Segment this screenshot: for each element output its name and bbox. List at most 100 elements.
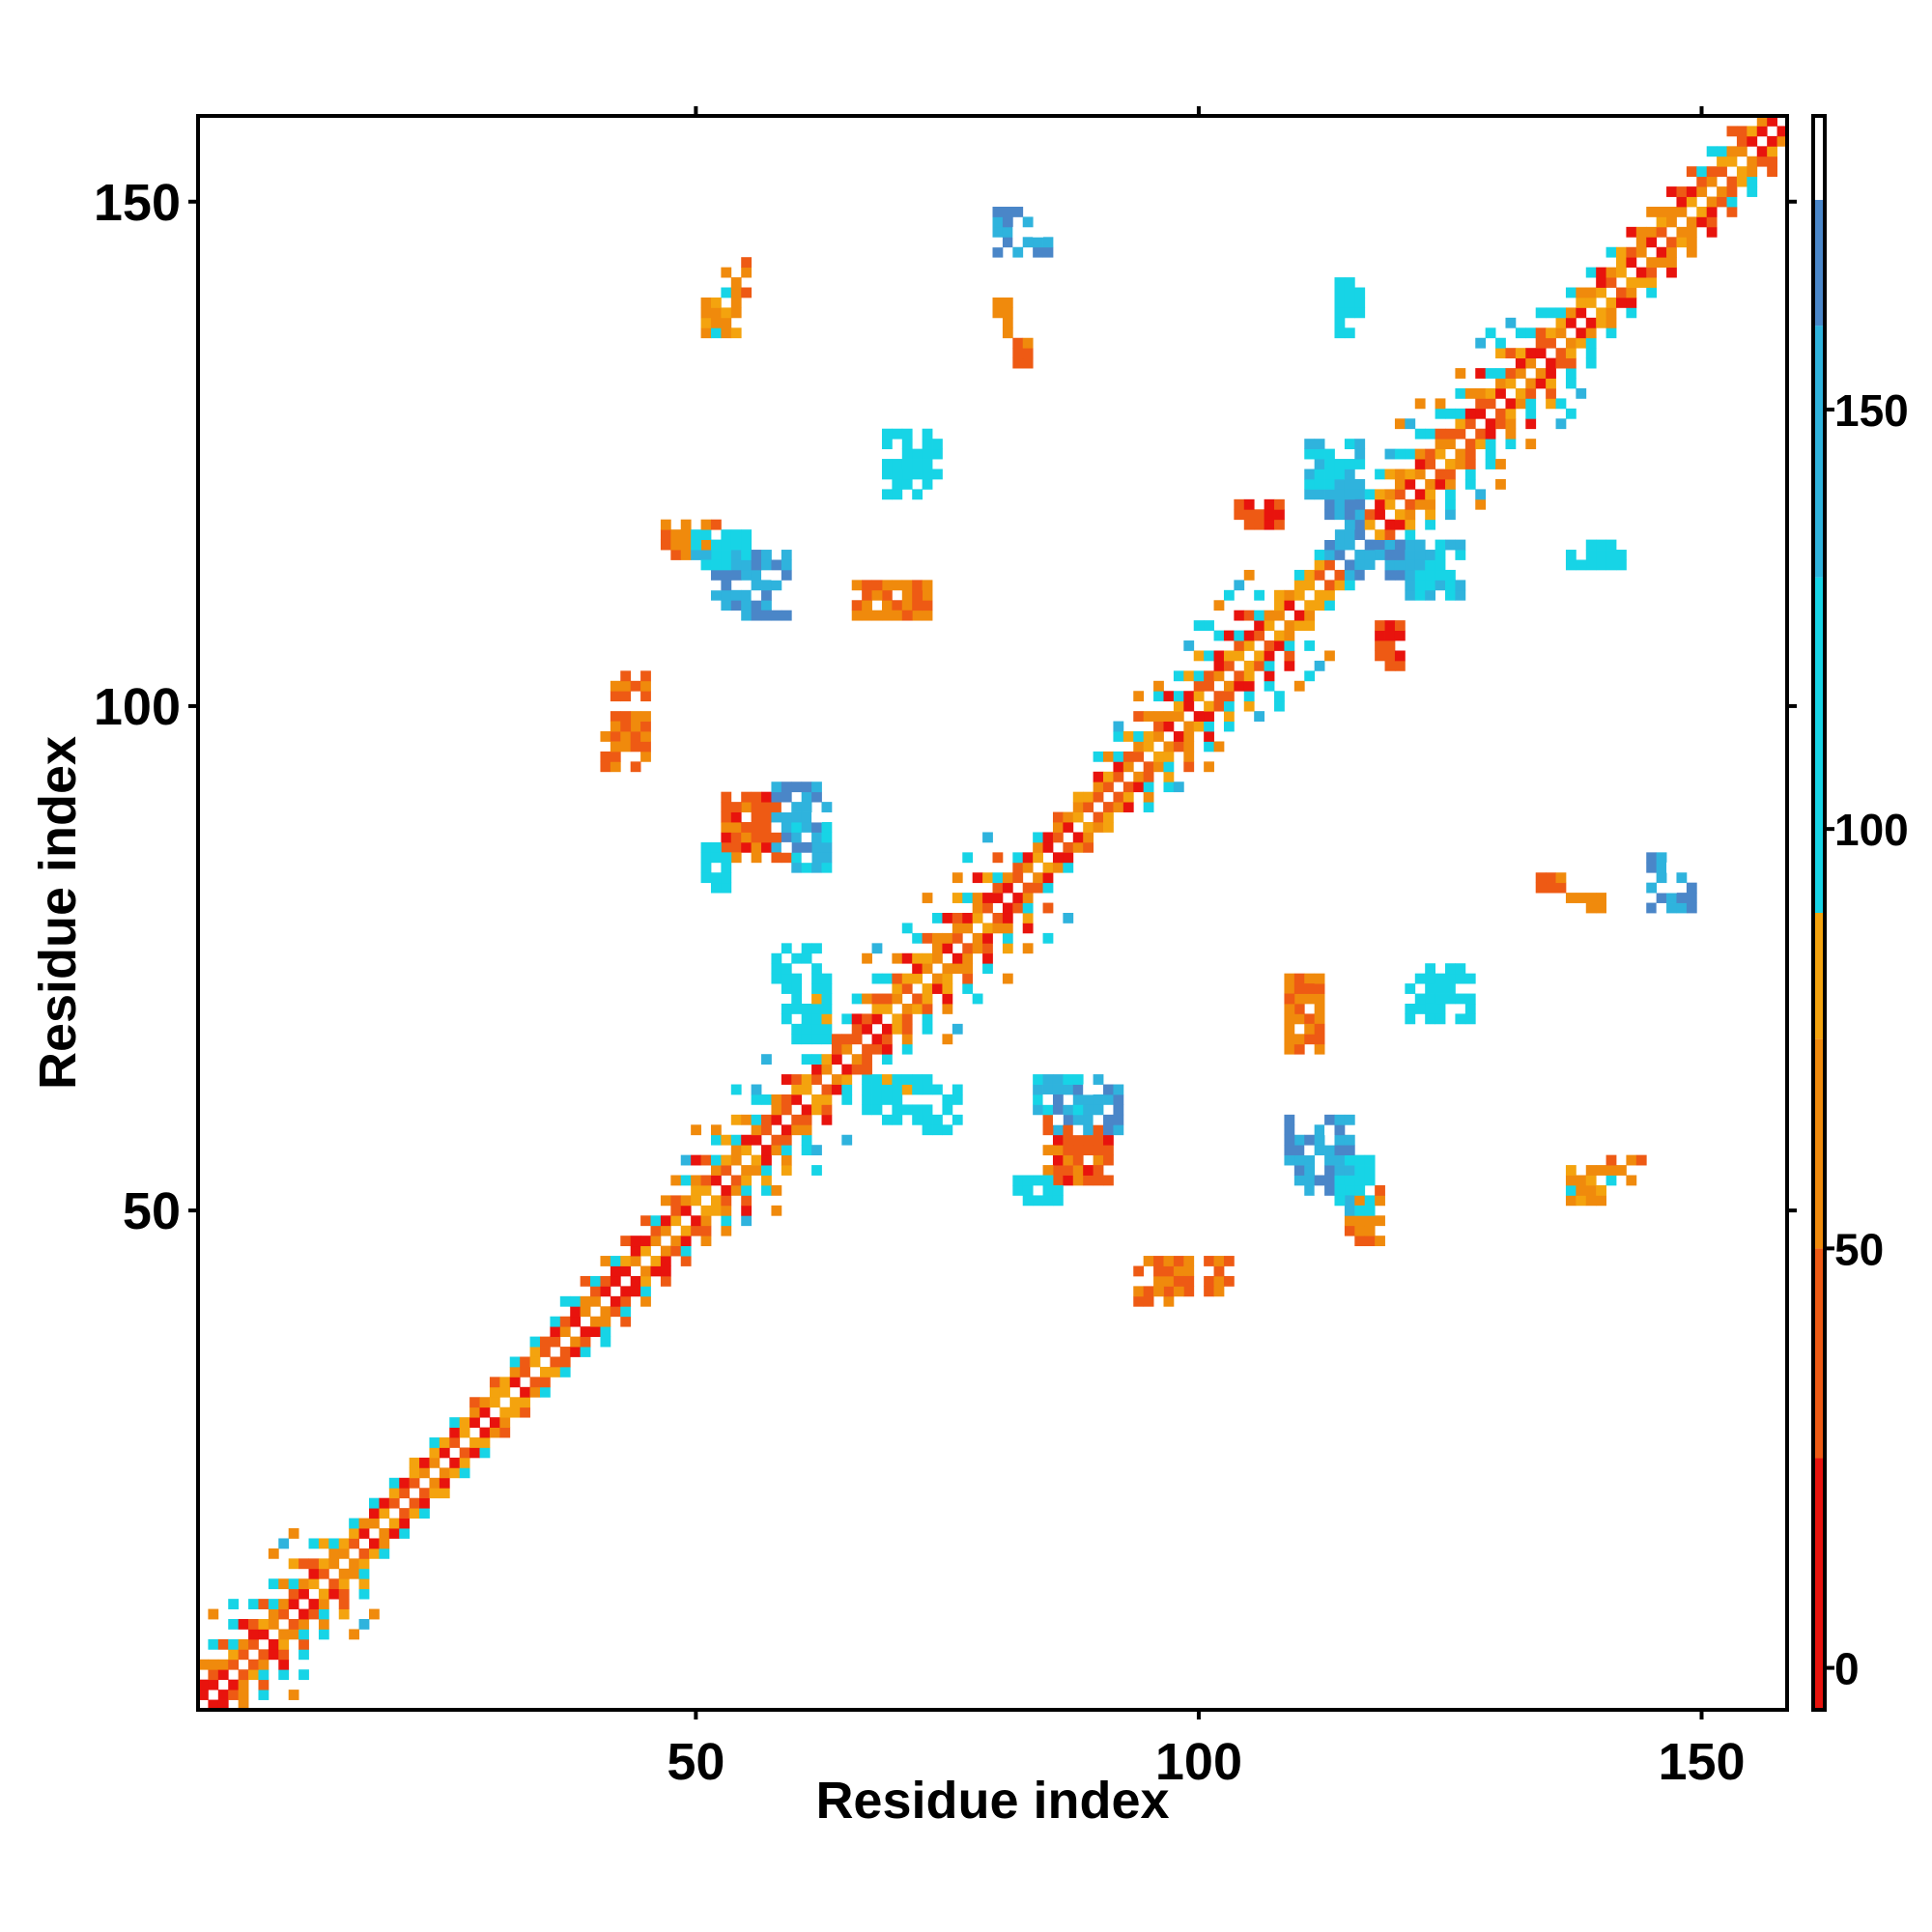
contact-cell — [1254, 509, 1265, 521]
contact-cell — [1223, 1256, 1235, 1266]
contact-cell — [439, 1467, 450, 1479]
contact-cell — [650, 1225, 662, 1236]
contact-cell — [791, 1124, 803, 1136]
contact-cell — [620, 741, 632, 753]
contact-cell — [1405, 469, 1416, 480]
contact-cell — [1726, 146, 1738, 157]
contact-cell — [1264, 650, 1275, 662]
contact-cell — [710, 307, 722, 319]
contact-cell — [811, 1074, 822, 1085]
contact-cell — [1375, 539, 1385, 551]
contact-cell — [539, 1377, 551, 1388]
contact-cell — [1344, 1184, 1355, 1196]
contact-cell — [1042, 246, 1054, 258]
contact-cell — [1153, 1265, 1164, 1277]
contact-cell — [1585, 1165, 1597, 1176]
contact-cell — [1495, 387, 1506, 399]
contact-cell — [1063, 1175, 1074, 1186]
contact-cell — [520, 1356, 530, 1368]
contact-cell — [1394, 489, 1406, 500]
contact-cell — [691, 1215, 701, 1227]
contact-cell — [892, 1074, 903, 1085]
contact-cell — [1676, 872, 1688, 884]
contact-cell — [1002, 882, 1013, 894]
contact-cell — [529, 1347, 541, 1357]
contact-cell — [600, 1256, 611, 1266]
contact-cell — [680, 1256, 692, 1266]
contact-cell — [710, 882, 722, 894]
contact-cell — [1204, 731, 1214, 742]
contact-cell — [308, 1558, 320, 1570]
contact-cell — [1435, 448, 1446, 460]
contact-cell — [1394, 509, 1406, 521]
contact-cell — [691, 1175, 701, 1186]
contact-cell — [1435, 983, 1446, 994]
contact-cell — [721, 1165, 732, 1176]
contact-cell — [1083, 1175, 1094, 1186]
contact-cell — [1042, 1175, 1054, 1186]
contact-cell — [338, 1599, 350, 1609]
contact-cell — [781, 1003, 792, 1014]
contact-cell — [1626, 297, 1637, 308]
contact-cell — [1666, 257, 1677, 269]
contact-cell — [1555, 348, 1567, 359]
contact-cell — [962, 913, 974, 923]
contact-cell — [972, 872, 983, 884]
contact-cell — [1726, 156, 1738, 167]
contact-cell — [1546, 398, 1556, 410]
contact-cell — [851, 610, 863, 621]
contact-cell — [781, 1154, 792, 1166]
contact-cell — [1264, 680, 1275, 692]
contact-cell — [1546, 337, 1556, 349]
contact-cell — [680, 1175, 692, 1186]
contact-cell — [1464, 1003, 1476, 1014]
contact-cell — [1696, 206, 1708, 217]
contact-cell — [1425, 478, 1435, 490]
contact-cell — [1274, 610, 1285, 621]
contact-cell — [801, 1084, 812, 1095]
contact-cell — [801, 1034, 812, 1045]
contact-cell — [1515, 348, 1526, 359]
contact-cell — [1495, 459, 1506, 469]
contact-cell — [630, 680, 641, 692]
contact-cell — [1585, 1175, 1597, 1186]
contact-cell — [741, 1165, 753, 1176]
contact-cell — [338, 1548, 350, 1559]
contact-cell — [1234, 680, 1245, 692]
contact-cell — [1234, 630, 1245, 641]
contact-cell — [1384, 650, 1396, 662]
contact-cell — [901, 478, 913, 490]
contact-cell — [811, 822, 822, 833]
contact-cell — [529, 1356, 541, 1368]
contact-cell — [1033, 237, 1043, 248]
contact-cell — [288, 1629, 299, 1640]
contact-cell — [1243, 519, 1255, 530]
contact-cell — [871, 589, 883, 601]
contact-cell — [1012, 852, 1024, 864]
contact-cell — [1585, 1184, 1597, 1196]
contact-cell — [1646, 277, 1658, 288]
contact-cell — [1052, 1124, 1064, 1136]
contact-cell — [1535, 378, 1547, 389]
contact-cell — [1213, 691, 1225, 702]
contact-cell — [952, 913, 963, 923]
contact-cell — [1324, 539, 1335, 551]
contact-cell — [1002, 902, 1013, 914]
contact-cell — [1414, 993, 1426, 1005]
contact-cell — [721, 589, 732, 601]
y-tick-label: 50 — [123, 1182, 181, 1240]
contact-cell — [1324, 498, 1335, 510]
contact-cell — [1747, 126, 1758, 137]
contact-cell — [1576, 387, 1587, 399]
contact-cell — [1143, 802, 1154, 812]
contact-cell — [922, 993, 933, 1005]
contact-cell — [791, 832, 803, 843]
contact-cell — [1405, 1003, 1416, 1014]
contact-cell — [1495, 418, 1506, 430]
contact-cell — [429, 1457, 440, 1468]
contact-cell — [1284, 1034, 1295, 1045]
contact-cell — [901, 1084, 913, 1095]
contact-cell — [791, 802, 803, 812]
contact-cell — [1546, 307, 1556, 319]
contact-cell — [1555, 398, 1567, 410]
